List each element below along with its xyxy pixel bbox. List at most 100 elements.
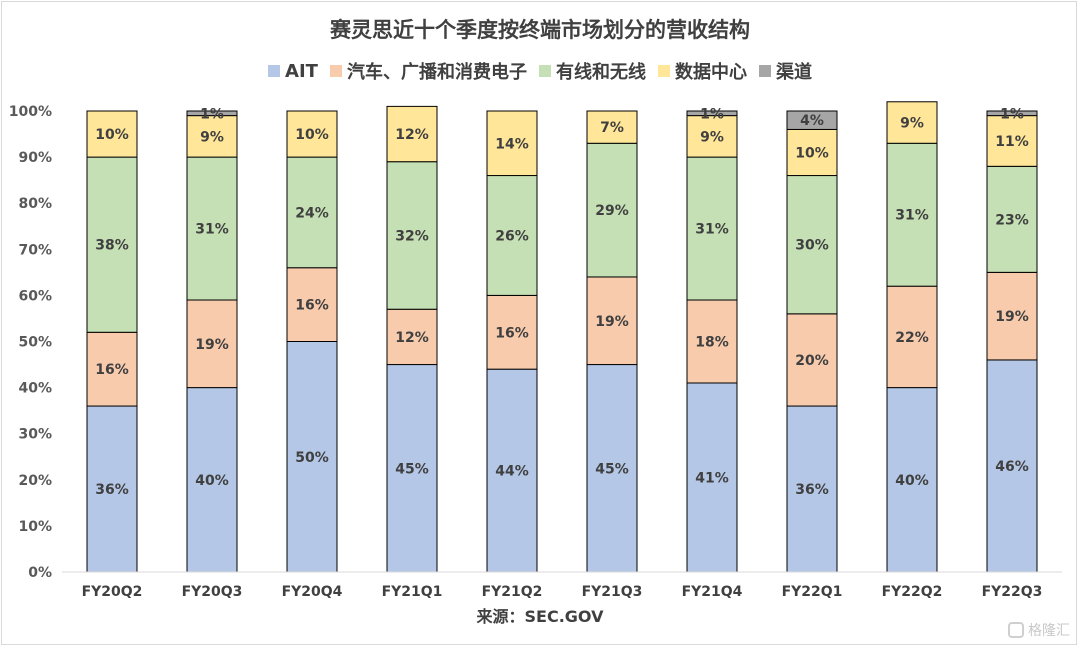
data-label: 45%	[595, 461, 629, 477]
x-tick-label: FY21Q2	[482, 584, 543, 600]
bar-segment	[986, 115, 1038, 167]
data-label: 38%	[95, 238, 129, 254]
data-label: 40%	[895, 473, 929, 489]
data-label: 22%	[895, 330, 929, 346]
bar-segment	[986, 271, 1038, 361]
data-label: 7%	[600, 120, 624, 136]
legend-item: 汽车、广播和消费电子	[329, 58, 527, 84]
data-label: 1%	[200, 106, 224, 122]
data-label: 20%	[795, 353, 829, 369]
data-label: 30%	[795, 238, 829, 254]
data-label: 45%	[395, 461, 429, 477]
legend-label: AIT	[285, 60, 318, 82]
x-tick-label: FY20Q2	[82, 584, 143, 600]
y-tick-label: 60%	[18, 288, 52, 304]
bar-segment	[886, 101, 938, 144]
data-label: 19%	[195, 337, 229, 353]
data-label: 16%	[95, 362, 129, 378]
data-label: 9%	[200, 129, 224, 145]
bar-segment	[586, 276, 638, 366]
data-label: 10%	[95, 127, 129, 143]
legend-swatch	[538, 65, 551, 77]
chart-title: 赛灵思近十个季度按终端市场划分的营收结构	[330, 18, 750, 42]
data-label: 10%	[795, 145, 829, 161]
chart-legend: AIT 汽车、广播和消费电子 有线和无线 数据中心 渠道	[0, 58, 1080, 84]
data-label: 14%	[495, 136, 529, 152]
x-tick-label: FY20Q3	[182, 584, 243, 600]
bar-segment	[386, 308, 438, 366]
bar-segment	[686, 299, 738, 384]
bar-segment	[186, 115, 238, 158]
bar-segment	[586, 110, 638, 144]
x-tick-label: FY22Q3	[982, 584, 1043, 600]
legend-label: 渠道	[775, 62, 812, 83]
bar-segment	[786, 128, 838, 177]
data-label: 26%	[495, 228, 529, 244]
data-label: 1%	[700, 106, 724, 122]
watermark: 格隆汇	[1008, 620, 1070, 640]
data-label: 41%	[695, 470, 729, 486]
x-tick-label: FY22Q1	[782, 584, 843, 600]
data-label: 46%	[995, 459, 1029, 475]
data-label: 1%	[1000, 106, 1024, 122]
y-tick-label: 20%	[18, 473, 52, 489]
bar-segment	[286, 156, 338, 269]
data-label: 36%	[95, 482, 129, 498]
bar-segment	[86, 110, 138, 158]
data-label: 16%	[295, 298, 329, 314]
y-tick-label: 90%	[18, 150, 52, 166]
data-label: 9%	[900, 116, 924, 132]
bar-segment	[186, 299, 238, 389]
bar-segment	[686, 110, 738, 117]
bar-segment	[786, 313, 838, 407]
legend-item: 渠道	[758, 58, 812, 84]
bar-segment	[186, 387, 238, 573]
y-tick-label: 0%	[28, 565, 52, 581]
x-tick-label: FY22Q2	[882, 584, 943, 600]
x-tick-label: FY21Q4	[682, 584, 743, 600]
bar-segment	[486, 294, 538, 370]
watermark-text: 格隆汇	[1028, 623, 1070, 639]
y-tick-label: 10%	[18, 519, 52, 535]
data-label: 16%	[495, 325, 529, 341]
bar-segment	[286, 267, 338, 342]
legend-item: 数据中心	[657, 58, 747, 84]
data-label: 11%	[995, 134, 1029, 150]
bar-segment	[186, 110, 238, 117]
y-tick-label: 70%	[18, 242, 52, 258]
bar-segment	[586, 142, 638, 278]
bar-segment	[886, 142, 938, 287]
bar-segment	[186, 156, 238, 301]
legend-swatch	[268, 65, 281, 77]
data-label: 18%	[695, 335, 729, 351]
bar-segment	[686, 156, 738, 301]
bar-segment	[386, 161, 438, 310]
data-label: 31%	[195, 222, 229, 238]
data-label: 9%	[700, 129, 724, 145]
bar-segment	[486, 110, 538, 177]
data-label: 24%	[295, 205, 329, 221]
data-label: 36%	[795, 482, 829, 498]
legend-label: 数据中心	[674, 62, 747, 83]
bar-segment	[286, 341, 338, 573]
bar-segment	[386, 105, 438, 163]
bar-segment	[286, 110, 338, 158]
data-label: 32%	[395, 228, 429, 244]
bar-segment	[786, 175, 838, 315]
data-label: 40%	[195, 473, 229, 489]
x-axis-title: 来源：SEC.GOV	[476, 607, 605, 626]
data-label: 31%	[695, 222, 729, 238]
y-tick-label: 40%	[18, 381, 52, 397]
data-label: 4%	[800, 113, 824, 129]
data-label: 29%	[595, 203, 629, 219]
legend-swatch	[329, 65, 342, 77]
y-tick-label: 100%	[9, 104, 52, 120]
data-label: 31%	[895, 208, 929, 224]
watermark-logo-icon	[1008, 622, 1024, 638]
bar-segment	[686, 382, 738, 573]
bar-segment	[586, 364, 638, 573]
y-tick-label: 80%	[18, 196, 52, 212]
legend-item: AIT	[268, 58, 318, 84]
x-tick-label: FY20Q4	[282, 584, 343, 600]
